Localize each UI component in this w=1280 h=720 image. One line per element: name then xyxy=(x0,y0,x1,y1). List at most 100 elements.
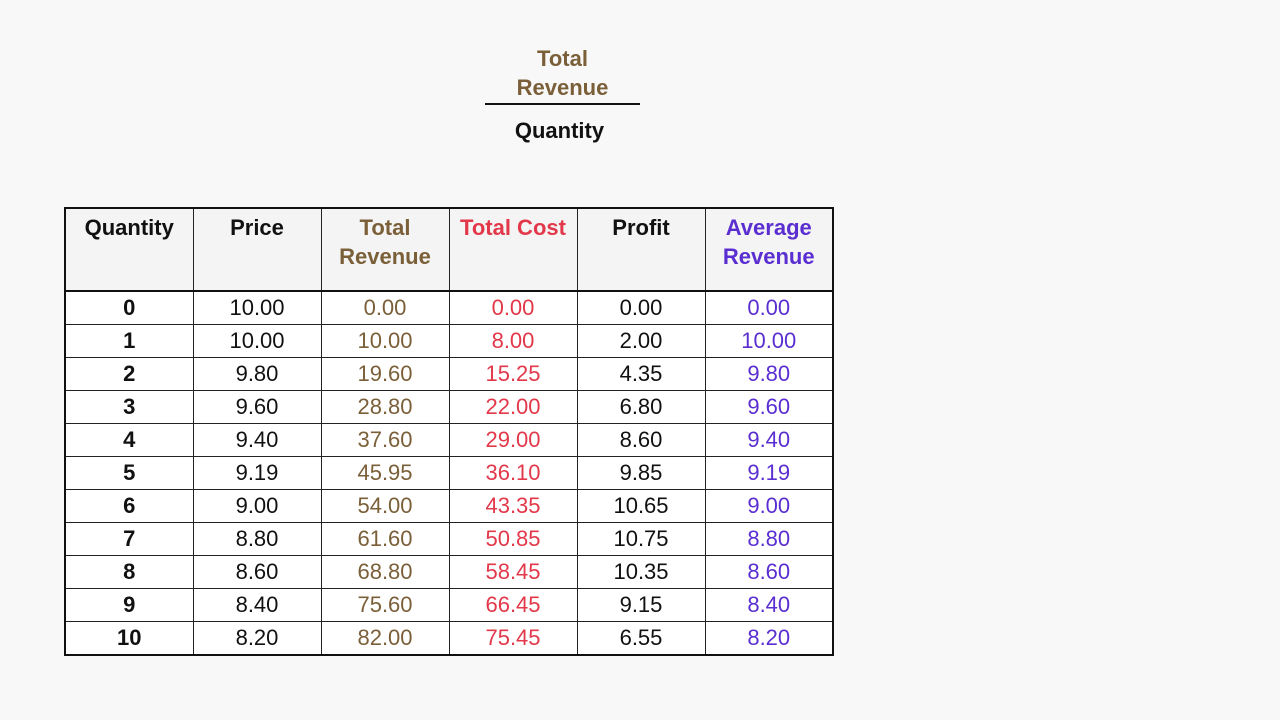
cell-total-revenue: 68.80 xyxy=(320,555,450,589)
cell-total-revenue: 0.00 xyxy=(320,290,450,325)
cell-price: 9.40 xyxy=(192,423,322,457)
cell-profit: 10.35 xyxy=(576,555,706,589)
cell-average-revenue: 8.20 xyxy=(704,621,834,656)
cell-total-cost: 50.85 xyxy=(448,522,578,556)
cell-profit: 10.65 xyxy=(576,489,706,523)
cell-price: 9.19 xyxy=(192,456,322,490)
cell-total-revenue: 45.95 xyxy=(320,456,450,490)
cell-profit: 9.85 xyxy=(576,456,706,490)
cell-quantity: 9 xyxy=(64,588,194,622)
cell-quantity: 4 xyxy=(64,423,194,457)
column-header-quantity: Quantity xyxy=(64,207,194,292)
formula-numerator-line1: Total xyxy=(537,46,588,71)
cell-average-revenue: 8.60 xyxy=(704,555,834,589)
cell-price: 10.00 xyxy=(192,324,322,358)
cell-total-revenue: 10.00 xyxy=(320,324,450,358)
cell-average-revenue: 0.00 xyxy=(704,290,834,325)
formula-numerator-line2: Revenue xyxy=(516,75,609,100)
cell-total-revenue: 82.00 xyxy=(320,621,450,656)
cell-average-revenue: 8.40 xyxy=(704,588,834,622)
cell-total-revenue: 61.60 xyxy=(320,522,450,556)
table-row: 1 10.00 10.00 8.00 2.00 10.00 xyxy=(64,324,834,358)
cell-total-cost: 36.10 xyxy=(448,456,578,490)
revenue-table: Quantity Price Total Revenue Total Cost Profi… xyxy=(64,207,834,656)
column-header-text: Price xyxy=(230,215,284,240)
column-header-text: Revenue xyxy=(722,244,815,269)
column-header-total-revenue: Total Revenue xyxy=(320,207,450,292)
cell-price: 9.80 xyxy=(192,357,322,391)
column-header-average-revenue: Average Revenue xyxy=(704,207,834,292)
cell-average-revenue: 9.00 xyxy=(704,489,834,523)
cell-price: 10.00 xyxy=(192,290,322,325)
cell-average-revenue: 9.40 xyxy=(704,423,834,457)
formula-numerator: Total Revenue xyxy=(485,44,640,103)
cell-quantity: 7 xyxy=(64,522,194,556)
column-header-text: Total Cost xyxy=(460,215,566,240)
table-row: 4 9.40 37.60 29.00 8.60 9.40 xyxy=(64,423,834,457)
table-row: 7 8.80 61.60 50.85 10.75 8.80 xyxy=(64,522,834,556)
table-row: 5 9.19 45.95 36.10 9.85 9.19 xyxy=(64,456,834,490)
column-header-total-cost: Total Cost xyxy=(448,207,578,292)
cell-price: 8.20 xyxy=(192,621,322,656)
cell-total-cost: 15.25 xyxy=(448,357,578,391)
formula-denominator: Quantity xyxy=(514,118,605,143)
cell-quantity: 3 xyxy=(64,390,194,424)
average-revenue-formula: Total Revenue Quantity xyxy=(485,44,640,145)
cell-profit: 9.15 xyxy=(576,588,706,622)
cell-average-revenue: 9.19 xyxy=(704,456,834,490)
cell-average-revenue: 10.00 xyxy=(704,324,834,358)
cell-price: 8.60 xyxy=(192,555,322,589)
cell-total-revenue: 75.60 xyxy=(320,588,450,622)
cell-profit: 10.75 xyxy=(576,522,706,556)
column-header-profit: Profit xyxy=(576,207,706,292)
table-body: 0 10.00 0.00 0.00 0.00 0.00 1 10.00 10.00 8.00 2.0… xyxy=(64,290,834,656)
cell-total-cost: 22.00 xyxy=(448,390,578,424)
table-row: 9 8.40 75.60 66.45 9.15 8.40 xyxy=(64,588,834,622)
cell-price: 8.80 xyxy=(192,522,322,556)
cell-total-cost: 43.35 xyxy=(448,489,578,523)
cell-quantity: 10 xyxy=(64,621,194,656)
column-header-text: Average xyxy=(725,215,812,240)
table-row: 3 9.60 28.80 22.00 6.80 9.60 xyxy=(64,390,834,424)
cell-quantity: 1 xyxy=(64,324,194,358)
table-row: 0 10.00 0.00 0.00 0.00 0.00 xyxy=(64,290,834,325)
cell-average-revenue: 9.60 xyxy=(704,390,834,424)
cell-price: 9.60 xyxy=(192,390,322,424)
cell-average-revenue: 8.80 xyxy=(704,522,834,556)
cell-total-cost: 8.00 xyxy=(448,324,578,358)
column-header-text: Total xyxy=(359,215,411,240)
cell-profit: 0.00 xyxy=(576,290,706,325)
cell-total-cost: 0.00 xyxy=(448,290,578,325)
table-row: 10 8.20 82.00 75.45 6.55 8.20 xyxy=(64,621,834,656)
cell-price: 9.00 xyxy=(192,489,322,523)
cell-profit: 2.00 xyxy=(576,324,706,358)
cell-profit: 6.80 xyxy=(576,390,706,424)
cell-price: 8.40 xyxy=(192,588,322,622)
column-header-text: Quantity xyxy=(84,215,174,240)
table-row: 8 8.60 68.80 58.45 10.35 8.60 xyxy=(64,555,834,589)
cell-quantity: 0 xyxy=(64,290,194,325)
cell-total-revenue: 37.60 xyxy=(320,423,450,457)
cell-total-cost: 66.45 xyxy=(448,588,578,622)
cell-average-revenue: 9.80 xyxy=(704,357,834,391)
cell-total-revenue: 19.60 xyxy=(320,357,450,391)
cell-profit: 6.55 xyxy=(576,621,706,656)
cell-quantity: 6 xyxy=(64,489,194,523)
cell-profit: 4.35 xyxy=(576,357,706,391)
table-row: 2 9.80 19.60 15.25 4.35 9.80 xyxy=(64,357,834,391)
cell-total-revenue: 54.00 xyxy=(320,489,450,523)
cell-quantity: 8 xyxy=(64,555,194,589)
table-row: 6 9.00 54.00 43.35 10.65 9.00 xyxy=(64,489,834,523)
fraction-bar xyxy=(485,103,640,105)
cell-quantity: 5 xyxy=(64,456,194,490)
column-header-price: Price xyxy=(192,207,322,292)
cell-total-cost: 29.00 xyxy=(448,423,578,457)
cell-profit: 8.60 xyxy=(576,423,706,457)
cell-total-revenue: 28.80 xyxy=(320,390,450,424)
column-header-text: Revenue xyxy=(339,244,431,269)
cell-total-cost: 75.45 xyxy=(448,621,578,656)
cell-quantity: 2 xyxy=(64,357,194,391)
table-header-row: Quantity Price Total Revenue Total Cost Profi… xyxy=(64,207,834,292)
cell-total-cost: 58.45 xyxy=(448,555,578,589)
column-header-text: Profit xyxy=(612,215,670,240)
